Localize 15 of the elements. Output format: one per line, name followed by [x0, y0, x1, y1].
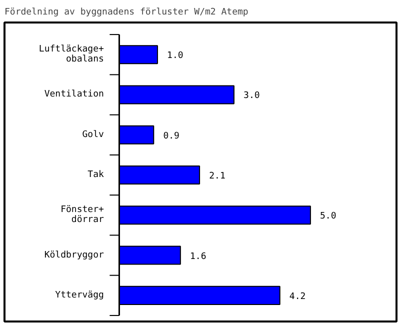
data-label: 2.1 [209, 172, 226, 182]
data-label: 5.0 [320, 212, 336, 222]
data-label: 0.9 [163, 131, 180, 142]
y-tick-label: Golv [82, 130, 104, 140]
data-label: 3.0 [244, 91, 260, 102]
y-tick-label: Luftläckage+ obalans [38, 44, 105, 65]
y-tick-label: Ventilation [44, 90, 104, 100]
y-tick-label: Tak [88, 170, 105, 180]
y-tick-label: Fönster+ dörrar [60, 205, 105, 226]
y-tick-label: Yttervägg [55, 290, 104, 300]
data-label: 1.6 [190, 252, 206, 262]
data-label: 4.2 [289, 292, 306, 302]
chart-title: Fördelning av byggnadens förluster W/m2 Atemp [4, 8, 248, 18]
y-tick-label: Köldbryggor [44, 250, 105, 260]
data-label: 1.0 [167, 51, 184, 62]
